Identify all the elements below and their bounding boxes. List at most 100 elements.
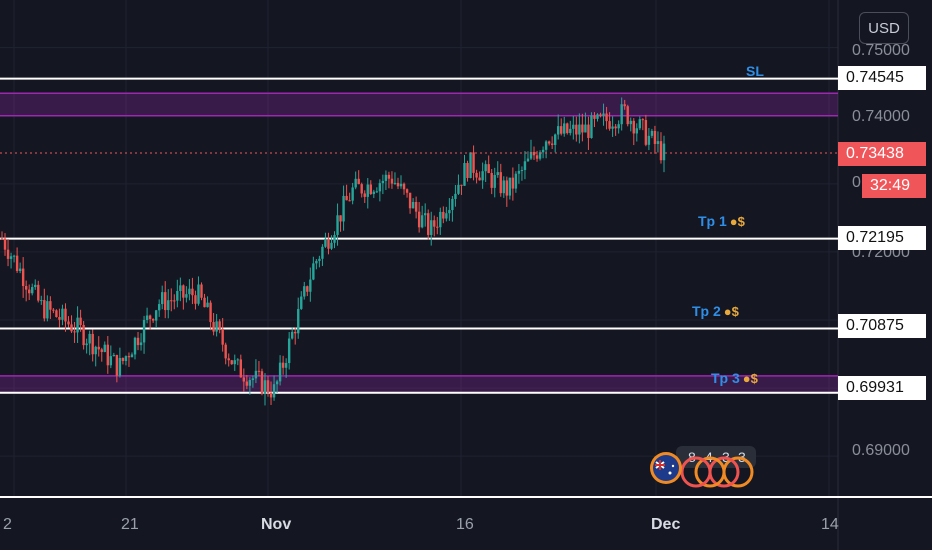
candle-up xyxy=(312,263,315,280)
economic-events-badges[interactable]: 8 4 3 3 xyxy=(648,444,758,490)
candle-up xyxy=(233,360,236,365)
candle-up xyxy=(354,178,357,188)
tp3-price-label: 0.69931 xyxy=(838,376,926,400)
tp3-label: Tp 3 xyxy=(711,370,740,386)
candle-up xyxy=(290,331,294,339)
tp1-price-label: 0.72195 xyxy=(838,226,926,250)
candle-down xyxy=(605,113,608,122)
candle-down xyxy=(28,289,31,294)
candle-down xyxy=(170,300,173,302)
candle-up xyxy=(557,126,560,135)
candle-up xyxy=(330,242,333,249)
candle-up xyxy=(215,321,218,332)
candle-up xyxy=(457,184,460,194)
candle-up xyxy=(529,151,533,159)
candle-up xyxy=(297,308,300,334)
candle-up xyxy=(118,357,122,376)
candle-up xyxy=(544,141,548,150)
candle-up xyxy=(206,302,209,308)
candle-up xyxy=(342,195,345,222)
candle-down xyxy=(230,360,233,365)
candle-up xyxy=(496,172,499,176)
candle-down xyxy=(15,255,19,272)
candle-up xyxy=(647,135,651,145)
time-tick: 2 xyxy=(3,516,12,533)
candle-down xyxy=(433,220,436,227)
candle-up xyxy=(124,356,128,361)
candle-down xyxy=(339,215,342,222)
candle-up xyxy=(12,255,16,257)
candle-up xyxy=(572,124,575,129)
candle-down xyxy=(408,192,412,209)
candle-down xyxy=(224,344,227,359)
candle-down xyxy=(266,380,270,393)
candle-down xyxy=(194,295,197,304)
candle-down xyxy=(363,193,366,197)
sl-annotation[interactable]: SL xyxy=(746,63,764,79)
candle-up xyxy=(430,220,433,235)
currency-button[interactable]: USD xyxy=(859,12,909,44)
candle-down xyxy=(218,321,221,329)
candle-up xyxy=(145,315,149,321)
candle-up xyxy=(596,114,599,119)
price-tick: 0.75000 xyxy=(852,42,910,59)
candle-up xyxy=(463,163,466,186)
candle-down xyxy=(641,119,645,121)
candle-down xyxy=(260,371,264,394)
candle-down xyxy=(472,152,475,173)
tp1-label: Tp 1 xyxy=(698,213,727,229)
candle-up xyxy=(541,149,545,153)
money-bag-icon: ●$ xyxy=(729,214,745,229)
candle-up xyxy=(188,288,191,295)
candle-up xyxy=(493,175,496,188)
candle-up xyxy=(569,128,572,134)
candle-up xyxy=(300,296,303,309)
candle-up xyxy=(514,173,518,189)
candle-down xyxy=(21,268,25,287)
candle-up xyxy=(157,304,161,311)
candle-down xyxy=(460,184,463,186)
candle-up xyxy=(336,215,339,235)
candle-up xyxy=(508,177,512,196)
time-tick: 14 xyxy=(821,516,839,533)
candle-down xyxy=(369,184,372,195)
candle-down xyxy=(79,317,82,325)
candle-up xyxy=(61,308,64,320)
candle-up xyxy=(378,183,382,192)
candle-down xyxy=(466,163,469,178)
candle-up xyxy=(351,187,354,201)
candle-down xyxy=(97,346,100,350)
candle-down xyxy=(58,317,61,320)
candle-up xyxy=(584,124,587,133)
candle-up xyxy=(638,119,642,129)
tp2-annotation[interactable]: Tp 2 ●$ xyxy=(692,303,739,319)
candle-down xyxy=(82,324,85,346)
candle-down xyxy=(560,126,563,134)
candle-up xyxy=(620,104,623,125)
candle-down xyxy=(550,143,554,145)
candle-up xyxy=(112,354,116,357)
candle-up xyxy=(502,180,505,194)
tp1-annotation[interactable]: Tp 1 ●$ xyxy=(698,213,745,229)
candle-up xyxy=(272,384,276,398)
candle-up xyxy=(133,337,137,355)
tp2-label: Tp 2 xyxy=(692,303,721,319)
candle-down xyxy=(221,328,224,345)
time-tick: 16 xyxy=(456,516,474,533)
candle-down xyxy=(136,337,140,346)
candle-up xyxy=(602,113,605,116)
tp3-annotation[interactable]: Tp 3 ●$ xyxy=(711,370,758,386)
candle-up xyxy=(236,359,239,361)
candle-down xyxy=(227,358,230,361)
candle-down xyxy=(402,183,406,190)
candle-up xyxy=(324,238,327,247)
candle-up xyxy=(278,362,282,382)
candle-up xyxy=(384,174,388,181)
candle-up xyxy=(526,158,530,162)
candle-up xyxy=(167,300,170,311)
candle-down xyxy=(148,315,152,320)
candle-down xyxy=(242,377,246,382)
candle-down xyxy=(348,200,351,202)
candle-down xyxy=(659,141,663,161)
